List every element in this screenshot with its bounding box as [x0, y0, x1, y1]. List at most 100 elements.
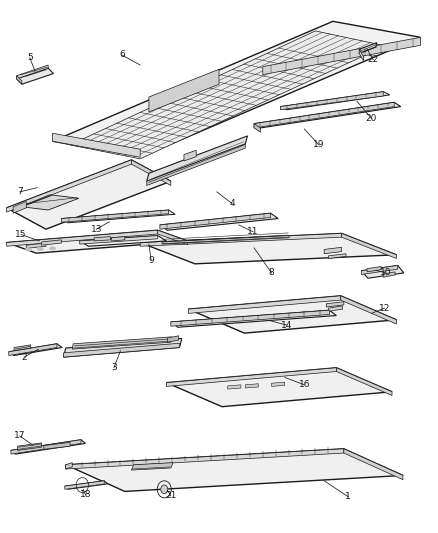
Polygon shape: [70, 31, 385, 159]
Polygon shape: [13, 201, 26, 213]
Text: 8: 8: [268, 269, 275, 277]
Text: 17: 17: [14, 432, 25, 440]
Polygon shape: [254, 102, 394, 128]
Polygon shape: [7, 230, 187, 253]
Polygon shape: [64, 338, 182, 357]
Polygon shape: [359, 43, 377, 53]
Polygon shape: [131, 463, 173, 470]
Polygon shape: [80, 236, 166, 246]
Polygon shape: [361, 265, 398, 274]
Polygon shape: [44, 442, 70, 449]
Text: 18: 18: [80, 490, 91, 499]
Polygon shape: [361, 265, 404, 278]
Text: 19: 19: [313, 141, 325, 149]
Polygon shape: [7, 160, 171, 229]
Polygon shape: [66, 449, 403, 491]
Polygon shape: [112, 237, 125, 241]
Polygon shape: [149, 69, 219, 112]
Polygon shape: [11, 440, 81, 454]
Text: 2: 2: [21, 353, 27, 361]
Polygon shape: [228, 385, 241, 389]
Text: 12: 12: [379, 304, 390, 312]
Text: 22: 22: [367, 55, 379, 64]
Polygon shape: [53, 133, 140, 157]
Polygon shape: [42, 240, 61, 245]
Text: 10: 10: [380, 269, 391, 277]
Polygon shape: [9, 344, 62, 356]
Polygon shape: [341, 296, 396, 324]
Polygon shape: [65, 481, 107, 489]
Text: 9: 9: [148, 256, 154, 264]
Polygon shape: [359, 49, 364, 61]
Polygon shape: [66, 463, 72, 469]
Polygon shape: [160, 213, 278, 230]
Polygon shape: [272, 382, 285, 386]
Polygon shape: [17, 68, 53, 84]
Circle shape: [161, 485, 168, 494]
Text: 21: 21: [165, 491, 177, 500]
Polygon shape: [147, 144, 245, 185]
Polygon shape: [254, 102, 401, 128]
Polygon shape: [328, 254, 346, 259]
Text: 4: 4: [230, 199, 235, 208]
Polygon shape: [61, 210, 175, 223]
Polygon shape: [66, 449, 344, 469]
Text: 1: 1: [345, 492, 351, 501]
Polygon shape: [64, 343, 180, 357]
Polygon shape: [188, 296, 396, 333]
Text: 15: 15: [15, 230, 27, 239]
Polygon shape: [17, 76, 22, 84]
Text: 7: 7: [17, 188, 23, 196]
Polygon shape: [166, 368, 392, 407]
Ellipse shape: [50, 247, 55, 249]
Polygon shape: [17, 65, 48, 79]
Polygon shape: [22, 195, 79, 210]
Text: 6: 6: [119, 51, 125, 59]
Polygon shape: [53, 21, 420, 157]
Polygon shape: [162, 236, 289, 244]
Text: 20: 20: [366, 114, 377, 123]
Polygon shape: [131, 160, 171, 185]
Ellipse shape: [38, 247, 43, 250]
Polygon shape: [7, 160, 131, 212]
Polygon shape: [342, 233, 396, 259]
Polygon shape: [280, 92, 383, 110]
Polygon shape: [61, 210, 169, 222]
Polygon shape: [167, 336, 179, 342]
Polygon shape: [245, 384, 258, 388]
Polygon shape: [171, 310, 336, 327]
Text: 11: 11: [247, 228, 259, 236]
Polygon shape: [324, 247, 342, 254]
Polygon shape: [26, 243, 46, 248]
Polygon shape: [166, 368, 336, 386]
Polygon shape: [18, 443, 42, 450]
Text: 5: 5: [27, 53, 33, 62]
Polygon shape: [160, 213, 271, 229]
Polygon shape: [171, 310, 329, 326]
Polygon shape: [140, 233, 396, 264]
Polygon shape: [344, 449, 403, 480]
Polygon shape: [7, 230, 158, 246]
Polygon shape: [336, 368, 392, 395]
Polygon shape: [72, 337, 172, 349]
Text: 14: 14: [281, 321, 293, 329]
Polygon shape: [14, 345, 31, 351]
Polygon shape: [9, 344, 57, 356]
Polygon shape: [11, 440, 85, 454]
Polygon shape: [140, 233, 342, 246]
Polygon shape: [328, 306, 343, 311]
Polygon shape: [263, 37, 420, 75]
Polygon shape: [254, 124, 261, 132]
Polygon shape: [326, 302, 344, 307]
Polygon shape: [280, 92, 390, 110]
Polygon shape: [158, 230, 187, 245]
Polygon shape: [188, 296, 341, 313]
Polygon shape: [147, 136, 247, 181]
Polygon shape: [65, 481, 104, 489]
Text: 3: 3: [111, 364, 117, 372]
Polygon shape: [184, 150, 196, 161]
Polygon shape: [80, 236, 158, 244]
Text: 16: 16: [299, 381, 310, 389]
Text: 13: 13: [91, 225, 102, 233]
Polygon shape: [367, 266, 381, 272]
